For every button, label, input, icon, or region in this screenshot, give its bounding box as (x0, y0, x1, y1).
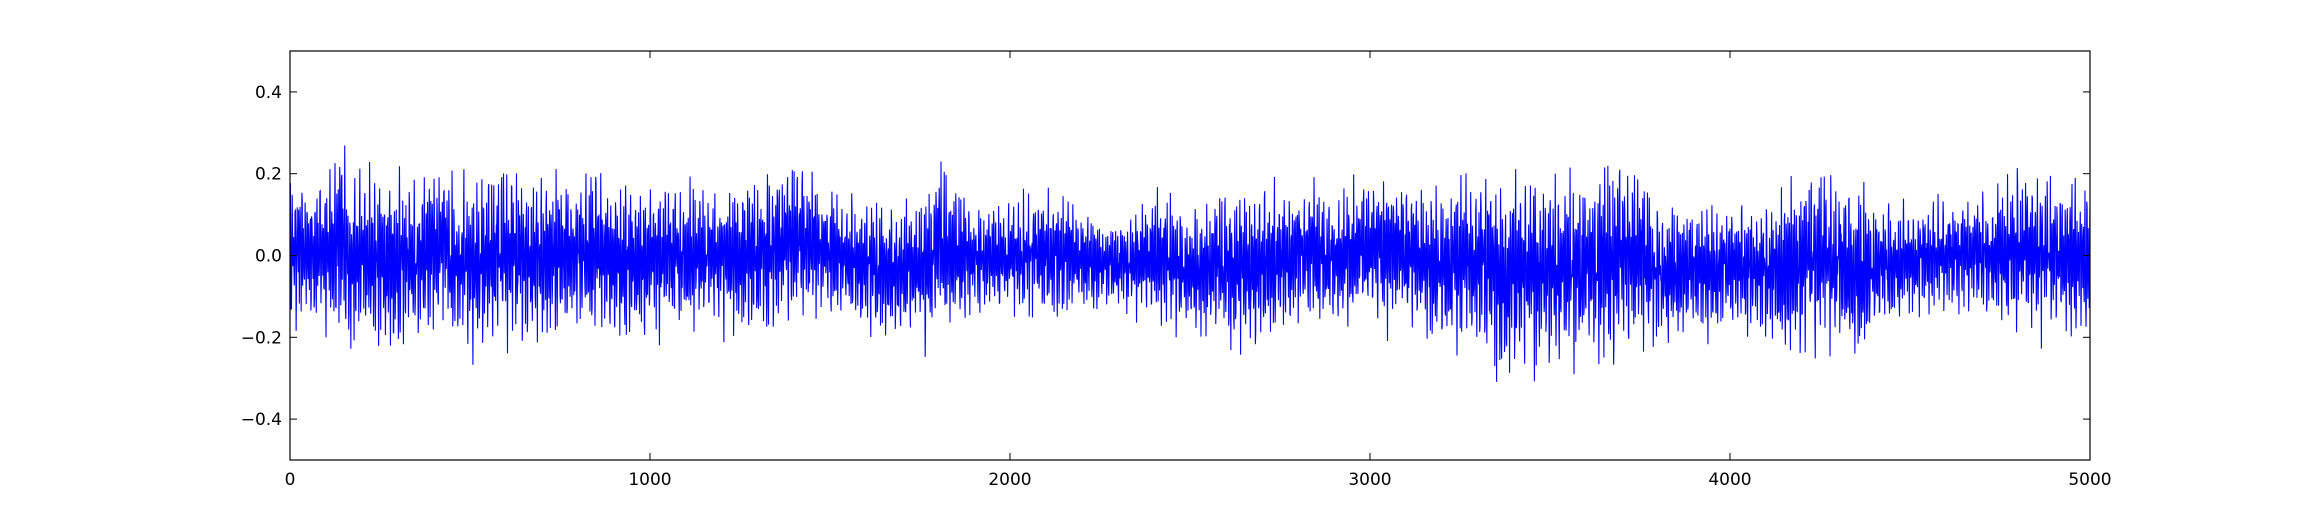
x-tick-label: 0 (285, 470, 296, 490)
x-axis: 0 1000 2000 3000 4000 5000 (285, 51, 2112, 490)
x-tick-label: 4000 (1708, 470, 1751, 490)
x-tick-label: 1000 (628, 470, 671, 490)
y-tick-label: 0.0 (255, 247, 282, 267)
y-tick-label: 0.2 (255, 165, 282, 185)
x-tick-label: 3000 (1348, 470, 1391, 490)
y-tick-label: −0.4 (241, 410, 282, 430)
y-tick-label: −0.2 (241, 328, 282, 348)
plot-area (289, 145, 2091, 382)
series-line (289, 145, 2091, 382)
x-tick-label: 5000 (2068, 470, 2111, 490)
y-tick-label: 0.4 (255, 83, 282, 103)
x-tick-label: 2000 (988, 470, 1031, 490)
y-axis: 0.4 0.2 0.0 −0.2 −0.4 (241, 83, 2090, 430)
